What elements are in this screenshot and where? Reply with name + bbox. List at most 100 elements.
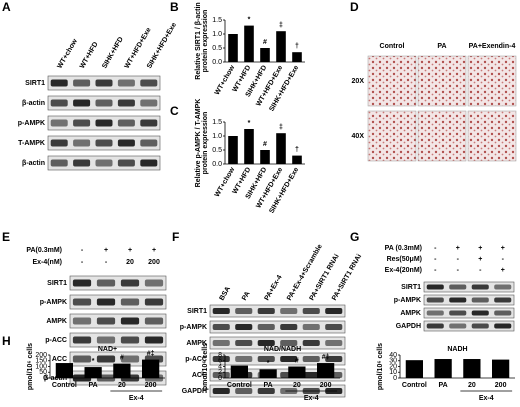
blot-strip xyxy=(209,304,346,318)
condition-sign: - xyxy=(105,259,108,266)
blot-band xyxy=(95,119,113,127)
lane-label: BSA xyxy=(219,286,232,302)
blot-band xyxy=(73,79,91,87)
y-axis-label: protein expression xyxy=(202,112,209,175)
blot-band xyxy=(117,119,135,127)
blot-row-label: SIRT1 xyxy=(401,284,421,291)
condition-sign: - xyxy=(81,259,84,266)
blot-band xyxy=(96,355,116,363)
micrograph xyxy=(467,110,517,162)
condition-sign: + xyxy=(501,245,505,252)
blot-band xyxy=(212,340,230,346)
bar xyxy=(113,363,131,378)
bar xyxy=(260,150,270,164)
lane-label: SIHK+HFD xyxy=(101,36,125,70)
annotation: † xyxy=(295,43,299,50)
annotation: #‡ xyxy=(322,354,330,361)
panel-letter: H xyxy=(2,334,11,348)
row-label: 40X xyxy=(352,133,365,140)
bar xyxy=(260,48,270,62)
bar xyxy=(244,129,254,164)
blot-band xyxy=(449,284,467,290)
blot-band xyxy=(72,355,92,363)
blot-band xyxy=(471,297,489,303)
x-tick-label: 20 xyxy=(293,382,301,389)
blot-band xyxy=(73,139,91,147)
y-tick-label: 100 xyxy=(35,363,47,370)
blot-band xyxy=(96,279,116,287)
annotation: # xyxy=(295,357,299,364)
chart-title: NADH xyxy=(447,346,467,353)
y-tick-label: 200 xyxy=(35,352,47,359)
blot-band xyxy=(120,279,140,287)
blot-band xyxy=(494,310,512,316)
bar xyxy=(276,133,286,164)
bar xyxy=(55,363,73,378)
y-tick-label: 1.5 xyxy=(212,119,222,126)
y-tick-label: 150 xyxy=(35,358,47,365)
bar xyxy=(142,359,160,378)
blot-row-label: β-actin xyxy=(22,100,45,107)
blot-band xyxy=(235,356,253,362)
blot-band xyxy=(302,340,320,346)
blot-row-label: ACC xyxy=(52,356,67,363)
lane-label: PA+Ex-4 xyxy=(264,274,284,302)
blot-strip xyxy=(209,320,346,334)
blot-band xyxy=(449,323,467,329)
blot-band xyxy=(302,308,320,314)
bar xyxy=(276,31,286,62)
blot-band xyxy=(73,119,91,127)
blot-band xyxy=(325,340,343,346)
condition-sign: - xyxy=(502,256,505,263)
blot-band xyxy=(50,139,68,147)
column-label: PA+Exendin-4 xyxy=(469,43,516,50)
blot-band xyxy=(426,284,444,290)
blot-band xyxy=(96,317,116,325)
blot-band xyxy=(280,340,298,346)
blot-band xyxy=(257,308,275,314)
panel-letter: C xyxy=(170,104,179,118)
blot-band xyxy=(212,308,230,314)
blot-band xyxy=(140,79,158,87)
blot-band xyxy=(95,99,113,107)
blot-strip xyxy=(69,294,167,310)
blot-band xyxy=(494,284,512,290)
annotation: ‡ xyxy=(279,22,283,29)
lane-label: WT+chow xyxy=(56,37,79,69)
blot-band xyxy=(280,324,298,330)
blot-band xyxy=(212,324,230,330)
blot-band xyxy=(235,340,253,346)
blot-band xyxy=(95,139,113,147)
condition-label: PA (0.3mM) xyxy=(385,245,422,252)
condition-sign: + xyxy=(501,267,505,274)
blot-row-label: p-AMPK xyxy=(40,299,67,306)
blot-band xyxy=(117,99,135,107)
y-tick-label: 1.0 xyxy=(212,31,222,38)
blot-row-label: SIRT1 xyxy=(187,308,207,315)
blot-strip xyxy=(69,332,167,348)
blot-band xyxy=(426,323,444,329)
blot-band xyxy=(471,323,489,329)
blot-band xyxy=(96,336,116,344)
blot-band xyxy=(325,356,343,362)
blot-band xyxy=(117,79,135,87)
blot-band xyxy=(140,99,158,107)
y-tick-label: 4 xyxy=(218,363,222,370)
y-tick-label: 50 xyxy=(39,369,47,376)
chart-title: NAD/NADH xyxy=(264,346,301,353)
blot-band xyxy=(120,336,140,344)
blot-band xyxy=(72,298,92,306)
blot-band xyxy=(73,159,91,167)
blot-strip xyxy=(423,307,515,319)
blot-row-label: p-ACC xyxy=(185,356,207,363)
blot-strip xyxy=(69,313,167,329)
blot-band xyxy=(95,79,113,87)
lane-label: PA xyxy=(241,290,252,301)
blot-band xyxy=(50,159,68,167)
blot-row-label: p-ACC xyxy=(45,337,67,344)
bar xyxy=(288,366,306,378)
y-tick-label: 6 xyxy=(218,358,222,365)
blot-band xyxy=(471,310,489,316)
y-tick-label: 0.0 xyxy=(212,161,222,168)
x-tick-label: Control xyxy=(227,382,252,389)
